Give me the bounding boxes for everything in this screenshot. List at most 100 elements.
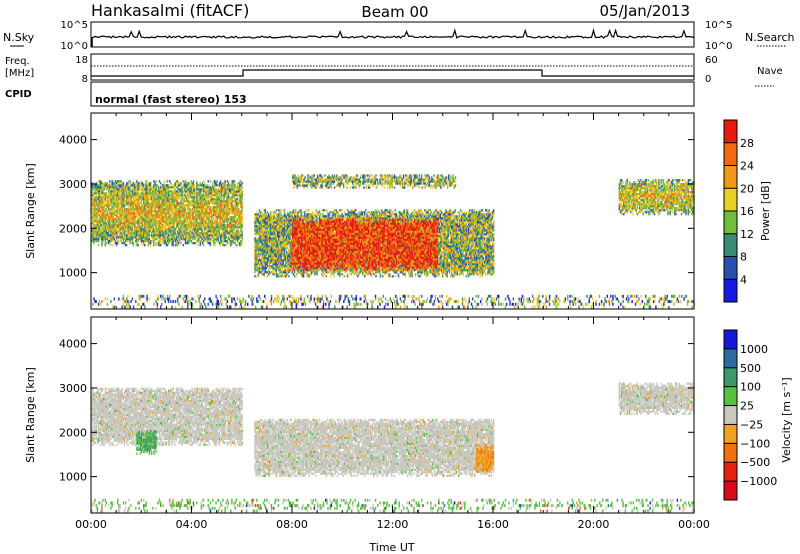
nsearch-tick-high: 10^5 xyxy=(705,20,732,31)
range-cell xyxy=(230,244,231,246)
range-cell xyxy=(288,275,289,277)
range-cell xyxy=(145,208,146,210)
range-cell xyxy=(109,222,110,224)
range-cell xyxy=(234,204,235,206)
range-cell xyxy=(208,232,209,234)
range-cell xyxy=(239,190,240,192)
nsky-line xyxy=(91,30,694,38)
range-cell xyxy=(134,218,135,220)
range-cell xyxy=(106,222,107,224)
range-cell xyxy=(278,209,279,211)
range-cell xyxy=(272,271,273,273)
range-cell xyxy=(160,240,161,242)
freq-panel: Freq. [MHz] 18 8 60 0 Nave xyxy=(5,54,783,86)
freq-tick-high: 18 xyxy=(75,55,88,66)
range-cell xyxy=(197,230,198,232)
range-cell xyxy=(134,220,135,222)
range-cell xyxy=(123,226,124,228)
date-title: 05/Jan/2013 xyxy=(600,2,691,20)
range-cell xyxy=(204,182,205,184)
range-cell xyxy=(93,202,94,204)
range-cell xyxy=(274,257,275,259)
range-cell xyxy=(186,202,187,204)
range-cell xyxy=(124,198,125,200)
range-cell xyxy=(203,244,204,246)
range-cell xyxy=(304,271,305,273)
range-cell xyxy=(197,240,198,242)
nave-tick-high: 60 xyxy=(705,55,718,66)
range-cell xyxy=(129,180,130,182)
range-cell xyxy=(294,213,295,215)
range-cell xyxy=(180,242,181,244)
range-cell xyxy=(215,182,216,184)
range-cell xyxy=(293,209,294,211)
range-cell xyxy=(209,184,210,186)
range-cell xyxy=(224,182,225,184)
range-cell xyxy=(206,208,207,210)
range-cell xyxy=(274,213,275,215)
range-cell xyxy=(206,240,207,242)
range-cell xyxy=(270,211,271,213)
range-cell xyxy=(172,242,173,244)
range-cell xyxy=(210,242,211,244)
range-cell xyxy=(260,233,261,235)
range-cell xyxy=(241,196,242,198)
range-cell xyxy=(286,273,287,275)
range-cell xyxy=(189,216,190,218)
range-cell xyxy=(198,186,199,188)
range-cell xyxy=(200,182,201,184)
range-cell xyxy=(131,198,132,200)
range-cell xyxy=(201,188,202,190)
range-cell xyxy=(257,211,258,213)
range-cell xyxy=(276,237,277,239)
range-cell xyxy=(221,196,222,198)
range-cell xyxy=(153,240,154,242)
range-cell xyxy=(212,196,213,198)
beam-title: Beam 00 xyxy=(361,3,428,21)
range-cell xyxy=(175,232,176,234)
range-cell xyxy=(188,182,189,184)
range-cell xyxy=(125,228,126,230)
range-cell xyxy=(219,198,220,200)
range-cell xyxy=(228,214,229,216)
range-cell xyxy=(231,202,232,204)
range-cell xyxy=(185,240,186,242)
range-cell xyxy=(136,242,137,244)
range-cell xyxy=(255,233,256,235)
range-cell xyxy=(281,269,282,271)
range-cell xyxy=(232,230,233,232)
range-cell xyxy=(102,190,103,192)
range-cell xyxy=(284,273,285,275)
range-cell xyxy=(100,180,101,182)
range-cell xyxy=(286,215,287,217)
range-cell xyxy=(105,220,106,222)
range-cell xyxy=(228,180,229,182)
range-cell xyxy=(159,200,160,202)
range-cell xyxy=(177,200,178,202)
range-cell xyxy=(150,182,151,184)
range-cell xyxy=(150,230,151,232)
range-cell xyxy=(134,224,135,226)
range-cell xyxy=(202,230,203,232)
range-cell xyxy=(237,228,238,230)
range-cell xyxy=(176,234,177,236)
range-cell xyxy=(241,222,242,224)
range-cell xyxy=(285,213,286,215)
range-cell xyxy=(170,212,171,214)
range-cell xyxy=(268,213,269,215)
range-cell xyxy=(237,184,238,186)
range-cell xyxy=(286,275,287,277)
range-cell xyxy=(255,251,256,253)
range-cell xyxy=(260,247,261,249)
range-cell xyxy=(142,204,143,206)
range-cell xyxy=(232,222,233,224)
range-cell xyxy=(148,186,149,188)
range-cell xyxy=(146,228,147,230)
range-cell xyxy=(237,244,238,246)
range-cell xyxy=(241,202,242,204)
range-cell xyxy=(240,184,241,186)
range-cell xyxy=(179,198,180,200)
range-cell xyxy=(166,242,167,244)
range-cell xyxy=(278,245,279,247)
